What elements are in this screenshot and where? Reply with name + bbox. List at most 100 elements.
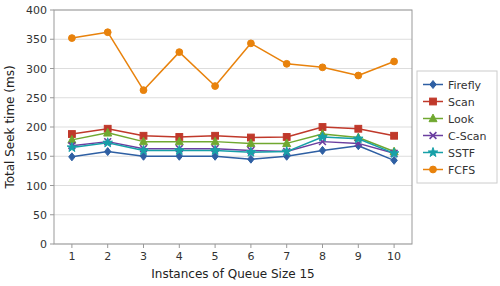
grid-line bbox=[54, 185, 412, 186]
grid-line bbox=[54, 68, 412, 69]
point bbox=[69, 35, 76, 42]
legend-marker bbox=[429, 114, 437, 122]
y-tick-label: 150 bbox=[26, 150, 47, 163]
plot-frame bbox=[54, 10, 412, 244]
y-tick bbox=[50, 244, 54, 245]
y-tick-label: 300 bbox=[26, 63, 47, 76]
x-tick bbox=[179, 244, 180, 248]
y-tick-label: 0 bbox=[40, 238, 47, 251]
y-tick bbox=[50, 68, 54, 69]
legend-label: Look bbox=[448, 113, 474, 126]
series bbox=[69, 29, 398, 94]
point bbox=[319, 146, 325, 154]
legend-marker bbox=[430, 166, 437, 173]
grid-line bbox=[54, 214, 412, 215]
grid-line bbox=[54, 39, 412, 40]
y-tick bbox=[50, 185, 54, 186]
point bbox=[104, 29, 111, 36]
x-tick-label: 5 bbox=[212, 250, 219, 263]
x-tick bbox=[250, 244, 251, 248]
x-tick bbox=[322, 244, 323, 248]
legend-label: Scan bbox=[448, 96, 475, 109]
x-tick-label: 8 bbox=[319, 250, 326, 263]
point bbox=[175, 145, 185, 154]
point bbox=[248, 155, 254, 163]
point bbox=[355, 125, 362, 132]
legend-marker bbox=[430, 81, 436, 89]
series-line bbox=[72, 32, 394, 90]
x-tick-label: 7 bbox=[283, 250, 290, 263]
legend: Firefly Scan Look C-Scan SSTF FCFS bbox=[417, 71, 497, 183]
point bbox=[318, 132, 328, 141]
legend-entry: SSTF bbox=[423, 147, 475, 160]
y-tick bbox=[50, 214, 54, 215]
x-tick-label: 3 bbox=[140, 250, 147, 263]
series-line bbox=[72, 146, 394, 161]
point bbox=[105, 148, 111, 156]
legend-entry: FCFS bbox=[423, 164, 475, 177]
legend-label: SSTF bbox=[448, 147, 475, 160]
x-tick bbox=[143, 244, 144, 248]
legend-marker bbox=[430, 98, 437, 105]
legend-marker bbox=[428, 148, 438, 157]
y-axis-label: Total Seek time (ms) bbox=[3, 65, 17, 189]
y-tick bbox=[50, 39, 54, 40]
grid-line bbox=[54, 97, 412, 98]
point bbox=[69, 153, 75, 161]
axes: 0 50 100 150 200 250 300 350 400 1 2 3 4 5 6 7 8 9 10 bbox=[26, 4, 401, 263]
y-tick-label: 400 bbox=[26, 4, 47, 17]
legend-entry: Firefly bbox=[423, 79, 482, 92]
x-tick-label: 6 bbox=[247, 250, 254, 263]
x-tick bbox=[286, 244, 287, 248]
y-tick-label: 350 bbox=[26, 33, 47, 46]
point bbox=[355, 72, 362, 79]
x-tick bbox=[71, 244, 72, 248]
y-tick bbox=[50, 10, 54, 11]
y-tick-label: 50 bbox=[33, 209, 47, 222]
y-tick-label: 200 bbox=[26, 121, 47, 134]
y-tick bbox=[50, 156, 54, 157]
point bbox=[175, 137, 183, 145]
point bbox=[176, 49, 183, 56]
y-tick bbox=[50, 97, 54, 98]
x-tick bbox=[107, 244, 108, 248]
x-tick bbox=[215, 244, 216, 248]
legend-box bbox=[417, 71, 497, 183]
legend-label: C-Scan bbox=[448, 130, 486, 143]
point bbox=[319, 64, 326, 71]
x-tick-label: 10 bbox=[387, 250, 401, 263]
x-tick-label: 9 bbox=[355, 250, 362, 263]
x-axis-label: Instances of Queue Size 15 bbox=[151, 267, 314, 281]
point bbox=[389, 148, 399, 157]
point bbox=[248, 40, 255, 47]
point bbox=[140, 137, 148, 145]
point bbox=[391, 132, 398, 139]
point bbox=[282, 147, 292, 156]
series bbox=[69, 138, 398, 157]
x-tick-label: 1 bbox=[68, 250, 75, 263]
legend-label: FCFS bbox=[448, 164, 475, 177]
point bbox=[246, 147, 256, 156]
legend-marker bbox=[430, 132, 437, 139]
legend-entry: C-Scan bbox=[423, 130, 486, 143]
series-line bbox=[72, 137, 394, 153]
point bbox=[283, 60, 290, 67]
y-tick-label: 100 bbox=[26, 180, 47, 193]
point bbox=[210, 145, 220, 154]
point bbox=[212, 83, 219, 90]
plot-area bbox=[67, 29, 399, 165]
legend-entry: Scan bbox=[423, 96, 475, 109]
grid bbox=[54, 10, 412, 244]
x-tick-label: 2 bbox=[104, 250, 111, 263]
y-tick-label: 250 bbox=[26, 92, 47, 105]
legend-entry: Look bbox=[423, 113, 474, 126]
x-tick bbox=[394, 244, 395, 248]
point bbox=[67, 142, 77, 151]
point bbox=[247, 139, 255, 147]
x-tick-label: 4 bbox=[176, 250, 183, 263]
series bbox=[67, 132, 399, 157]
point bbox=[391, 156, 397, 164]
point bbox=[104, 128, 112, 136]
point bbox=[139, 145, 149, 154]
x-tick bbox=[358, 244, 359, 248]
